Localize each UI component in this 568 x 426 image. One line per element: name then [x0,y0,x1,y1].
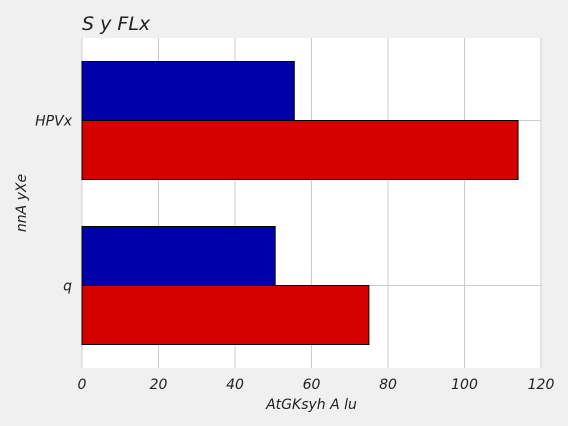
x-tick-label-1: 20 [150,377,168,393]
x-tick-label-4: 80 [379,377,397,393]
bar-series1-hpvx [81,61,295,121]
x-axis-label: AtGKsyh A lu [265,397,357,413]
bar-series1-q [81,226,276,286]
x-tick-labels: 0 20 40 60 80 100 120 [78,377,555,393]
x-tick-label-2: 40 [226,377,244,393]
bar-series2-hpvx [81,120,519,180]
x-tick-label-6: 120 [528,377,555,393]
chart-title: S y FLx [82,13,151,35]
bar-series2-q [81,285,370,345]
bars [81,61,519,345]
x-tick-label-5: 100 [451,377,478,393]
y-axis-label: nnA yXe [14,174,30,232]
x-tick-label-3: 60 [303,377,321,393]
y-tick-label-0: HPVx [35,114,73,130]
x-tick-label-0: 0 [78,377,87,393]
y-tick-label-1: q [63,279,72,295]
y-tick-labels: HPVx q [35,114,73,295]
